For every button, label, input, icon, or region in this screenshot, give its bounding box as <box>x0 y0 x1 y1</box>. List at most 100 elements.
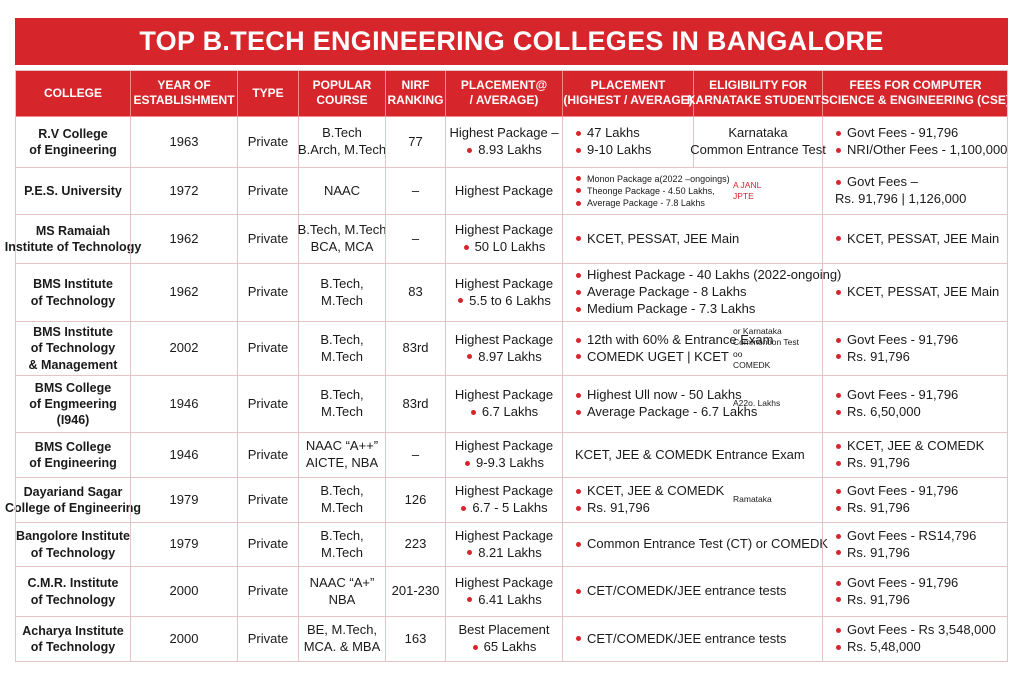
cell: B.Tech, M.Tech BCA, MCA <box>298 215 386 264</box>
cell: Highest Package 8.21 Lakhs <box>445 523 562 567</box>
cell: Private <box>237 433 298 478</box>
cell: – <box>385 168 445 215</box>
cell-text: COMEDK <box>733 359 771 370</box>
cell-text: B.Tech, <box>320 387 364 403</box>
cell-text: Private <box>247 491 289 507</box>
cell-text: of Engineering <box>29 143 117 157</box>
cell-text: Rs. 5,48,000 <box>835 639 921 656</box>
cell-text: Best Placement <box>458 622 550 638</box>
cell: B.Tech, M.Tech <box>298 322 385 376</box>
cell-text: M.Tech <box>321 500 363 515</box>
cell-text: Rs. 6,50,000 <box>835 404 921 421</box>
cell-text: Rs. 91,796 <box>835 592 910 609</box>
college-name: BMS Institute of Technology & Management <box>15 322 130 376</box>
cell-text: NIRF <box>401 78 430 92</box>
cell-text: of Technology <box>30 341 116 356</box>
cell: B.Tech, M.Tech <box>298 264 385 322</box>
college-name: Bangolore Institute of Technology <box>15 523 130 567</box>
cell: 1962 <box>130 264 237 322</box>
cell: Govt Fees - 91,796 Rs. 91,796 <box>822 478 1008 523</box>
cell: Private <box>237 215 298 264</box>
college-name: Acharya Institute of Technology <box>15 617 130 662</box>
header-cell: ELIGIBILITY FOR KARNATAKE STUDENTS <box>687 70 829 117</box>
cell-text: KCET, PESSAT, JEE Main <box>575 231 739 248</box>
cell-text: 1946 <box>169 446 199 462</box>
cell: 47 Lakhs 9-10 Lakhs <box>562 117 693 168</box>
cell: 2000 <box>130 617 237 662</box>
cell-text: FEES FOR COMPUTER <box>849 78 982 92</box>
cell: 12th with 60% & Entrance Exam COMEDK UGET… <box>562 322 773 376</box>
cell-text: 163 <box>404 630 427 646</box>
cell-text: Highest Package <box>454 438 554 454</box>
cell-text: B.Tech, <box>320 483 364 499</box>
title-banner: TOP B.TECH ENGINEERING COLLEGES IN BANGA… <box>15 18 1008 65</box>
note: or Karnataka Commontion Test oo COMEDK <box>693 322 822 376</box>
cell-text: B.Tech, <box>320 527 364 543</box>
cell: Highest Package 8.97 Lakhs <box>445 322 562 376</box>
cell-text: Average Package - 6.7 Lakhs <box>575 404 757 421</box>
cell-text: 5.5 to 6 Lakhs <box>457 293 551 310</box>
cell-text: Highest Package - 40 Lakhs (2022-ongoing… <box>575 267 841 284</box>
cell-text: 6.7 - 5 Lakhs <box>460 500 548 517</box>
cell-text: Govt Fees - 91,796 <box>835 332 958 349</box>
cell-text: Highest Package <box>454 182 554 198</box>
cell-text: NAAC “A++” <box>305 438 379 454</box>
cell-text: BMS Institute <box>33 277 113 292</box>
cell-text: Private <box>247 536 289 552</box>
header-cell: NIRF RANKING <box>385 70 445 117</box>
cell-text: 223 <box>404 536 427 552</box>
cell: Private <box>237 322 298 376</box>
cell-text: Private <box>247 182 289 198</box>
cell-text: M.Tech <box>321 292 363 308</box>
cell: KCET, PESSAT, JEE Main <box>822 215 1008 264</box>
cell-text: 8.97 Lakhs <box>466 349 542 366</box>
cell: BE, M.Tech, MCA. & MBA <box>298 617 385 662</box>
cell-text: Private <box>247 284 289 300</box>
cell-text: College of Engineering <box>4 501 142 515</box>
cell-text: 2000 <box>169 583 199 599</box>
cell-text: of Technology <box>30 640 116 654</box>
cell-text: Private <box>247 230 289 246</box>
cell-text: 83rd <box>402 340 429 356</box>
cell: Private <box>237 264 298 322</box>
cell-text: 2000 <box>169 630 199 646</box>
cell: KCET, PESSAT, JEE Main <box>562 215 822 264</box>
cell: B.Tech, M.Tech <box>298 523 385 567</box>
cell-text: 1963 <box>169 133 199 149</box>
cell: Govt Fees - 91,796 NRI/Other Fees - 1,100… <box>822 117 1008 168</box>
cell-text: 47 Lakhs <box>575 125 640 142</box>
cell-text: Average Package - 8 Lakhs <box>575 284 746 301</box>
cell-text: KCET, JEE & COMEDK Entrance Exam <box>575 446 805 462</box>
header-cell: FEES FOR COMPUTER SCIENCE & ENGINEERING (… <box>821 70 1010 117</box>
cell-text: Karnataka <box>728 125 788 141</box>
cell-text: M.Tech <box>321 404 363 419</box>
cell-text: Dayariand Sagar <box>23 484 123 499</box>
cell: Best Placement 65 Lakhs <box>445 617 562 662</box>
cell-text: B.Tech, <box>320 331 364 347</box>
cell: Highest Package <box>445 168 562 215</box>
cell-text: Highest Package <box>454 387 554 403</box>
header-cell: COLLEGE <box>15 70 130 117</box>
cell: KCET, JEE & COMEDK Rs. 91,796 <box>822 433 1008 478</box>
cell-text: YEAR OF <box>157 78 211 92</box>
cell: KCET, JEE & COMEDK Rs. 91,796 <box>562 478 724 523</box>
note: A22o. Lakhs <box>693 376 822 433</box>
cell-text: PLACEMENT <box>590 78 666 92</box>
cell: 1946 <box>130 433 237 478</box>
cell-text: 65 Lakhs <box>472 639 536 656</box>
cell-text: TYPE <box>252 85 284 100</box>
cell-text: Ramataka <box>733 494 772 505</box>
header-cell: POPULAR COURSE <box>298 70 385 117</box>
cell-text: BMS Institute <box>33 325 113 340</box>
cell-text: COURSE <box>316 93 368 107</box>
cell-text: Highest Package <box>454 331 554 347</box>
cell-text: COLLEGE <box>43 85 102 100</box>
title: TOP B.TECH ENGINEERING COLLEGES IN BANGA… <box>139 26 884 56</box>
cell-text: Acharya Institute <box>22 623 124 638</box>
cell-text: POPULAR <box>312 78 372 92</box>
cell-text: Highest Package <box>454 527 554 543</box>
cell-text: of Technology <box>30 545 116 560</box>
cell-text: – <box>411 446 420 462</box>
cell-text: KCET, PESSAT, JEE Main <box>835 231 999 248</box>
